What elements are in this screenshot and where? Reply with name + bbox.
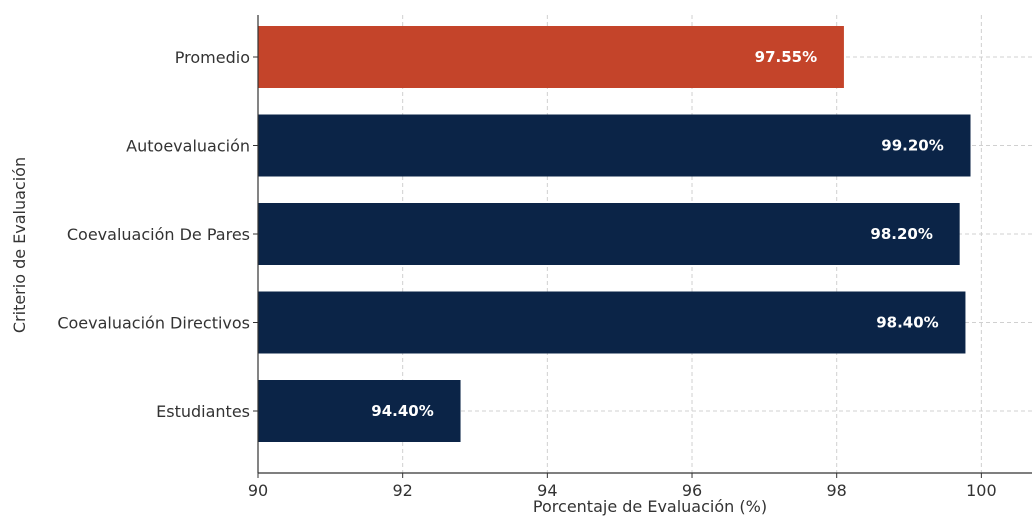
data-label: 94.40% xyxy=(371,402,433,420)
bar-1 xyxy=(258,26,844,88)
data-label: 97.55% xyxy=(755,48,817,66)
y-axis-title: Criterio de Evaluación xyxy=(10,157,29,333)
y-tick-label: Autoevaluación xyxy=(126,137,250,156)
x-tick-label: 98 xyxy=(827,481,847,500)
x-tick-label: 94 xyxy=(537,481,557,500)
x-tick-label: 92 xyxy=(392,481,412,500)
x-tick-label: 96 xyxy=(682,481,702,500)
data-label: 99.20% xyxy=(881,137,943,155)
y-tick-label: Coevaluación De Pares xyxy=(67,225,250,244)
bars xyxy=(258,26,971,442)
bar-5 xyxy=(258,380,461,442)
y-tick-label: Coevaluación Directivos xyxy=(57,314,250,333)
y-tick-label: Promedio xyxy=(175,48,250,67)
data-label: 98.20% xyxy=(870,225,932,243)
bar-2 xyxy=(258,114,971,177)
x-axis-title: Porcentaje de Evaluación (%) xyxy=(533,497,767,516)
bar-4 xyxy=(258,291,966,354)
axes: 90 92 94 96 98 100 Promedio Autoevaluación Coeva… xyxy=(57,15,1032,500)
data-labels: 97.55% 99.20% 98.20% 98.40% 94.40% xyxy=(371,48,943,420)
y-tick-label: Estudiantes xyxy=(156,402,250,421)
data-label: 98.40% xyxy=(876,314,938,332)
bar-3 xyxy=(258,203,960,265)
x-tick-label: 90 xyxy=(248,481,268,500)
x-tick-label: 100 xyxy=(966,481,997,500)
